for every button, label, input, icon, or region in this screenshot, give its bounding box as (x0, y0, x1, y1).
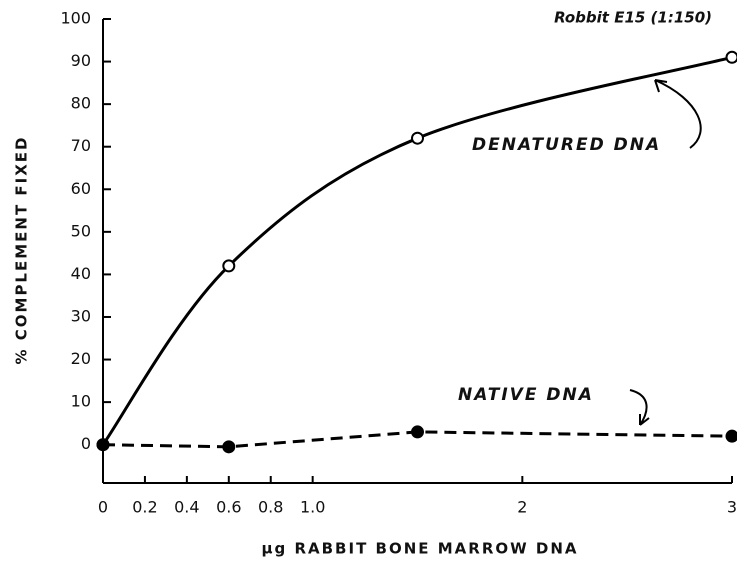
y-tick-label: 70 (71, 136, 91, 155)
x-tick-label: 0.6 (216, 498, 241, 517)
y-tick-label: 40 (71, 264, 91, 283)
x-tick-label: 2 (517, 498, 527, 517)
marker (412, 133, 423, 144)
x-axis-label: μg RABBIT BONE MARROW DNA (261, 540, 578, 558)
marker (727, 52, 737, 63)
series-label: NATIVE DNA (458, 385, 594, 405)
marker (223, 260, 234, 271)
arrow (655, 80, 701, 148)
x-tick-label: 3 (727, 498, 737, 517)
marker (98, 439, 109, 450)
marker (727, 431, 737, 442)
y-tick-label: 100 (60, 9, 91, 28)
annotation: Robbit E15 (1:150) (554, 9, 712, 27)
y-tick-label: 80 (71, 94, 91, 113)
y-tick-label: 20 (71, 349, 91, 368)
marker (412, 426, 423, 437)
y-axis-label: % COMPLEMENT FIXED (13, 135, 31, 364)
y-tick-label: 0 (81, 434, 91, 453)
series-line (103, 57, 732, 444)
y-tick-label: 90 (71, 51, 91, 70)
x-tick-label: 0.2 (132, 498, 157, 517)
marker (223, 441, 234, 452)
x-tick-label: 0 (98, 498, 108, 517)
series-label: DENATURED DNA (472, 135, 661, 155)
y-tick-label: 10 (71, 392, 91, 411)
y-tick-label: 60 (71, 179, 91, 198)
x-tick-label: 0.8 (258, 498, 283, 517)
arrow (630, 390, 649, 425)
x-tick-label: 0.4 (174, 498, 199, 517)
y-tick-label: 50 (71, 221, 91, 240)
x-tick-label: 1.0 (300, 498, 325, 517)
y-tick-label: 30 (71, 306, 91, 325)
